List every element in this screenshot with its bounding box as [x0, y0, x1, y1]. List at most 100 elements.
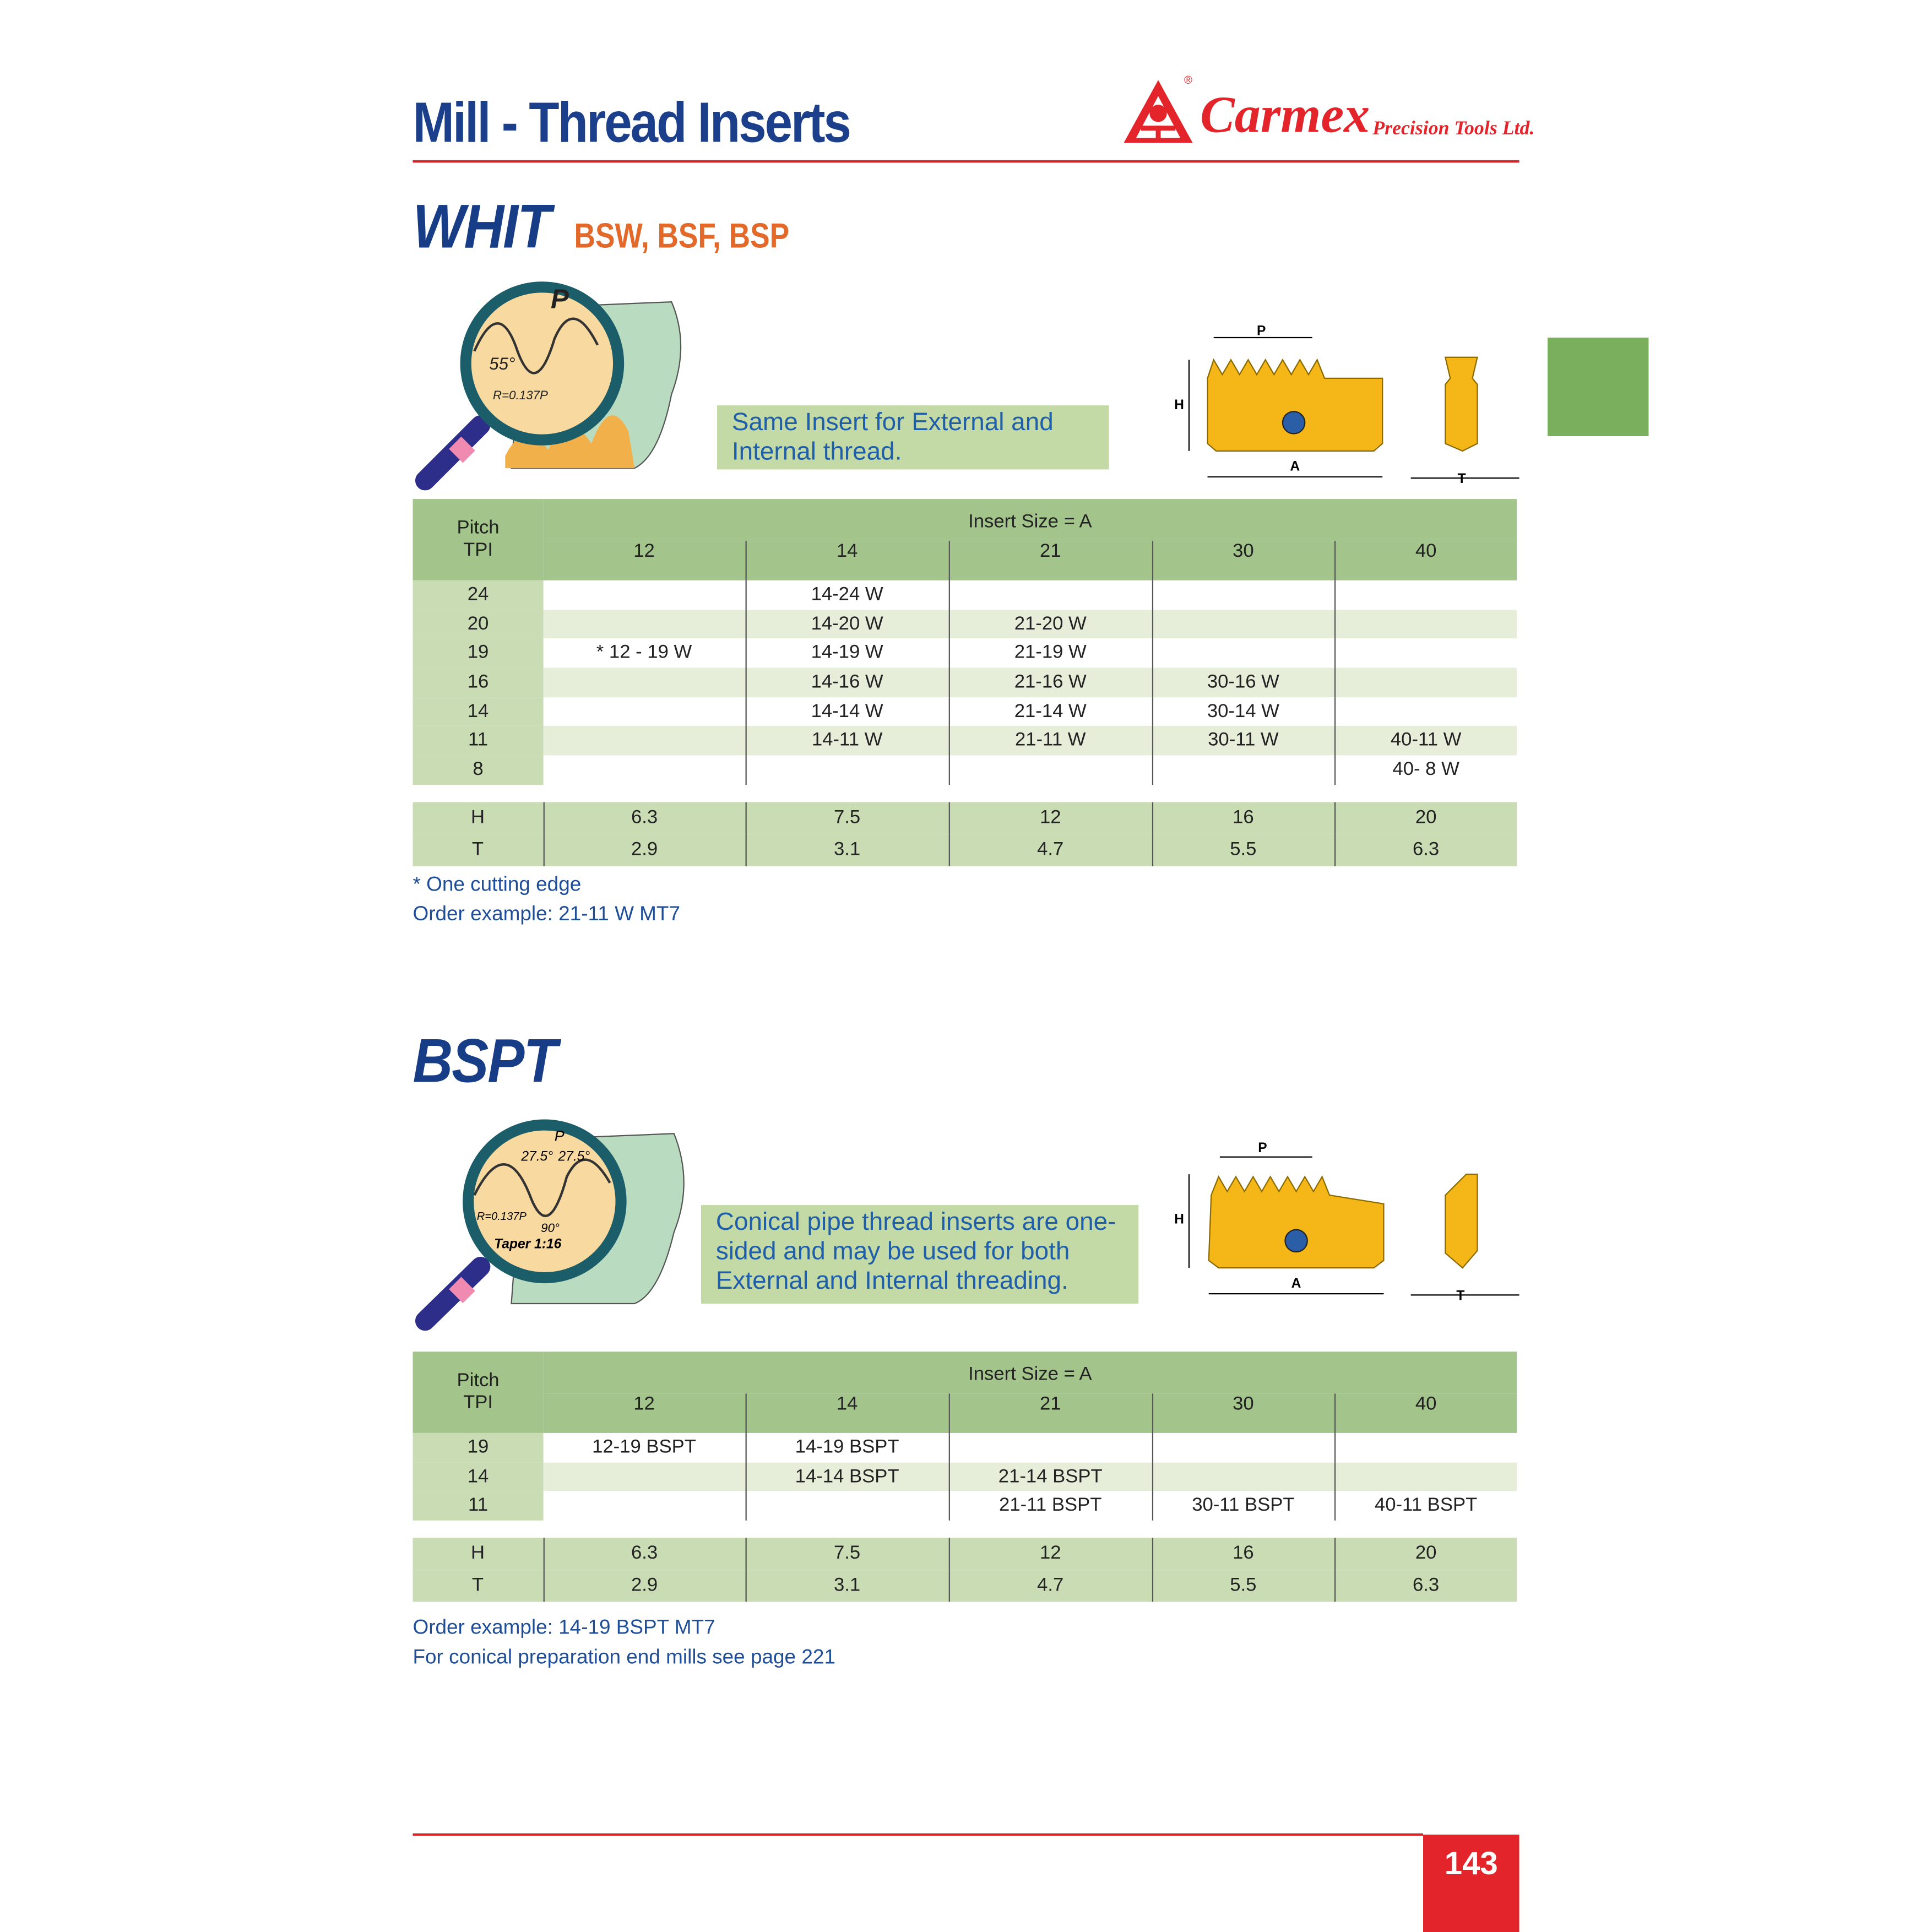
dimension-value: 4.7 [948, 834, 1152, 866]
whit-insert-drawing: H A P T [1174, 324, 1519, 486]
brand-subtitle: Precision Tools Ltd. [1372, 118, 1535, 139]
tpi-cell: 11 [413, 726, 544, 756]
insert-code-cell: 40-11 BSPT [1333, 1491, 1517, 1521]
insert-code-cell [544, 697, 746, 726]
insert-code-cell [1333, 580, 1517, 610]
dimension-value: 3.1 [745, 1570, 949, 1602]
dimension-value: 2.9 [542, 1570, 746, 1602]
table-row: 16 14-16 W 21-16 W 30-16 W [413, 667, 1517, 697]
size-column-header: 40 [1333, 541, 1517, 580]
insert-code-cell [543, 726, 746, 756]
whit-note: Same Insert for External and Internal th… [717, 405, 1109, 470]
insert-code-cell [745, 755, 949, 785]
insert-code-cell [1151, 609, 1334, 639]
insert-code-cell: 30-11 W [1151, 726, 1334, 756]
insert-code-cell: 14-20 W [745, 609, 949, 639]
insert-code-cell: 14-19 BSPT [745, 1432, 949, 1462]
insert-code-cell [543, 1462, 746, 1491]
label-taper: Taper 1:16 [494, 1236, 561, 1251]
insert-code-cell [1151, 580, 1334, 610]
size-column-header: 40 [1333, 1393, 1517, 1433]
dimension-value: 7.5 [745, 802, 949, 834]
insert-code-cell: 14-16 W [745, 667, 949, 697]
insert-code-cell: 21-14 BSPT [948, 1462, 1152, 1491]
insert-code-cell [1151, 1432, 1334, 1462]
insert-code-cell [1333, 1462, 1517, 1491]
insert-code-cell: 21-11 W [948, 726, 1152, 756]
tpi-cell: 8 [413, 755, 544, 785]
header-divider [413, 160, 1519, 163]
tpi-cell: 16 [413, 667, 544, 697]
insert-code-cell [1333, 697, 1517, 726]
size-column-header: 14 [745, 1393, 949, 1433]
insert-code-cell [948, 580, 1152, 610]
size-column-header: 14 [745, 541, 949, 580]
dimension-value: 2.9 [542, 834, 746, 866]
registered-mark: ® [1184, 74, 1192, 86]
bspt-insert-drawing: H A P T [1174, 1141, 1519, 1303]
size-column-header: 21 [948, 1393, 1152, 1433]
whit-title: WHIT [413, 192, 551, 262]
label-a: A [1290, 459, 1300, 474]
table-row: 19 12-19 BSPT 14-19 BSPT [413, 1432, 1517, 1462]
dimension-value: 12 [948, 1538, 1152, 1570]
size-column-header: 30 [1151, 1393, 1334, 1433]
magnifier-bspt-illustration: P 27.5° 27.5° R=0.137P 90° Taper 1:16 [415, 1119, 685, 1331]
dimension-value: 5.5 [1151, 1570, 1334, 1602]
label-p: P [1257, 324, 1266, 339]
insert-code-cell [1333, 609, 1517, 639]
insert-code-cell [543, 609, 746, 639]
insert-code-cell: * 12 - 19 W [596, 642, 692, 664]
tpi-cell: 24 [413, 580, 544, 610]
dimension-value: 6.3 [1333, 1570, 1517, 1602]
label-t: T [1456, 1288, 1464, 1303]
bspt-table: Pitch TPI Insert Size = A 12 14 21 30 40 19 12-19… [413, 1352, 1517, 1602]
table-row: 11 14-11 W 21-11 W 30-11 W 40-11 W [413, 726, 1517, 756]
dimension-label: H [413, 1538, 544, 1570]
insert-code-cell: 21-20 W [948, 609, 1152, 639]
dimension-row: H 6.3 7.5 12 16 20 [413, 1538, 1517, 1570]
dimension-value: 20 [1333, 1538, 1517, 1570]
table-row: 14 14-14 BSPT 21-14 BSPT [413, 1462, 1517, 1491]
dimension-label: T [413, 1570, 544, 1602]
tpi-cell: 20 [413, 609, 544, 639]
bspt-footnote-2: For conical preparation end mills see pa… [413, 1646, 835, 1669]
bspt-note: Conical pipe thread inserts are one-side… [701, 1205, 1139, 1304]
pitch-header: Pitch TPI [413, 499, 544, 580]
label-radius: R=0.137P [477, 1211, 527, 1223]
label-p: P [555, 1128, 565, 1144]
table-row: 11 21-11 BSPT 30-11 BSPT 40-11 BSPT [413, 1491, 1517, 1521]
label-angle: 55° [489, 354, 515, 373]
label-angle-2: 27.5° [557, 1149, 590, 1164]
bspt-footnote-1: Order example: 14-19 BSPT MT7 [413, 1616, 715, 1639]
table-row: 24 14-24 W [413, 580, 1517, 610]
insert-code-cell: 21-14 W [948, 697, 1152, 726]
insert-code-cell [1333, 1432, 1517, 1462]
carmex-triangle-icon [1124, 80, 1193, 143]
label-radius: R=0.137P [493, 388, 548, 402]
whit-subtitle: BSW, BSF, BSP [574, 216, 790, 256]
dimension-value: 12 [948, 802, 1152, 834]
tpi-cell: 14 [413, 697, 544, 726]
size-header: Insert Size = A [543, 499, 1517, 541]
dimension-value: 6.3 [542, 802, 746, 834]
table-row: 19 * 12 - 19 W 14-19 W 21-19 W [413, 638, 1517, 668]
whit-footnote-2: Order example: 21-11 W MT7 [413, 903, 680, 926]
insert-code-cell [1333, 667, 1517, 697]
insert-code-cell: 40- 8 W [1333, 755, 1517, 785]
label-h: H [1174, 1212, 1184, 1227]
insert-code-cell: 14-14 W [745, 697, 949, 726]
dimension-row: T 2.9 3.1 4.7 5.5 6.3 [413, 1570, 1517, 1602]
table-row: 20 14-20 W 21-20 W [413, 609, 1517, 639]
size-column-header: 21 [948, 541, 1152, 580]
tpi-cell: 14 [413, 1462, 544, 1491]
insert-code-cell: 21-11 BSPT [948, 1491, 1152, 1521]
dimension-label: H [413, 802, 544, 834]
page-number: 143 [1423, 1835, 1519, 1932]
dimension-value: 3.1 [745, 834, 949, 866]
tpi-cell: 19 [413, 1432, 544, 1462]
bspt-title: BSPT [413, 1026, 557, 1095]
dimension-value: 5.5 [1151, 834, 1334, 866]
insert-code-cell [948, 1432, 1152, 1462]
label-h: H [1174, 398, 1184, 413]
